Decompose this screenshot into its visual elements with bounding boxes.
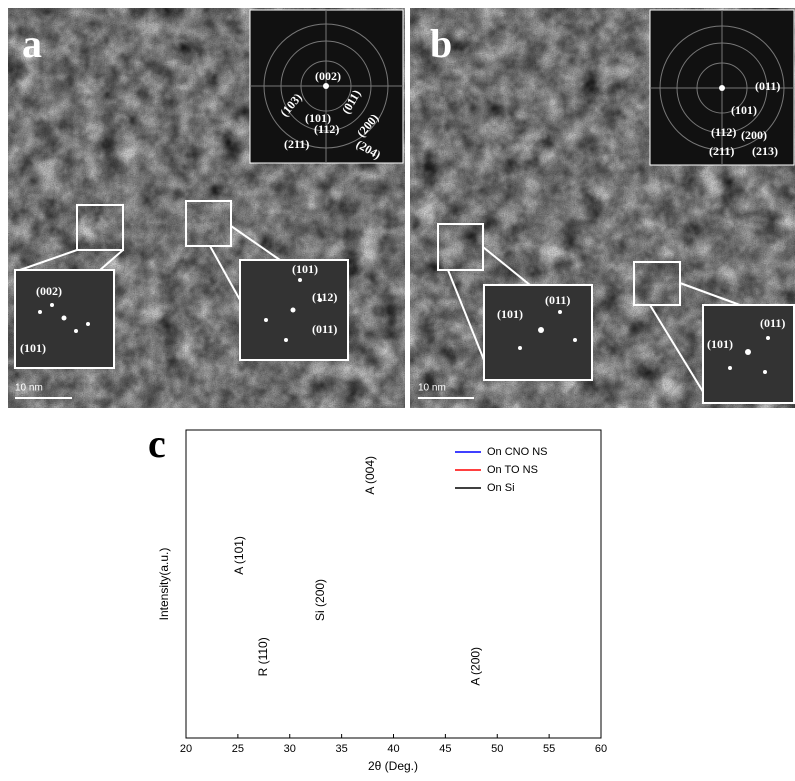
panel-b: b (011) (101) (112) (200) (211) (213) (1… <box>410 8 795 408</box>
fft-label: (211) <box>709 144 734 158</box>
peak-annotation: A (101) <box>232 536 246 575</box>
fft-label: (011) <box>755 79 780 93</box>
fft-center <box>323 83 329 89</box>
fft-label: (002) <box>315 69 341 83</box>
inset-label: (011) <box>312 322 337 336</box>
x-tick-label: 30 <box>284 743 296 755</box>
fft-label: (112) <box>314 122 339 136</box>
panel-label: a <box>22 21 42 66</box>
x-tick-label: 50 <box>491 743 503 755</box>
fft-inset-left <box>484 285 592 380</box>
x-tick-label: 40 <box>387 743 399 755</box>
inset-label: (101) <box>292 262 318 276</box>
peak-annotation: A (200) <box>469 647 483 686</box>
y-axis-label: Intensity(a.u.) <box>157 548 171 621</box>
inset-label: (011) <box>545 293 570 307</box>
panel-label: b <box>430 21 452 66</box>
x-tick-label: 60 <box>595 743 607 755</box>
legend-label: On TO NS <box>487 464 538 476</box>
scale-bar-label: 10 nm <box>15 383 43 394</box>
peak-annotation: R (110) <box>256 637 270 676</box>
inset-label: (011) <box>760 316 785 330</box>
x-tick-label: 55 <box>543 743 555 755</box>
panel-a: a (002) (103) (101) (011) (112) (200) (2… <box>8 8 405 408</box>
fft-label: (101) <box>731 103 757 117</box>
x-tick-label: 45 <box>439 743 451 755</box>
inset-label: (101) <box>497 307 523 321</box>
inset-label: (101) <box>707 337 733 351</box>
fft-center <box>719 85 725 91</box>
legend-label: On Si <box>487 482 515 494</box>
peak-annotation: Si (200) <box>313 579 327 621</box>
fft-label: (213) <box>752 144 778 158</box>
legend-label: On CNO NS <box>487 446 548 458</box>
figure: a (002) (103) (101) (011) (112) (200) (2… <box>0 0 795 776</box>
scale-bar-label: 10 nm <box>418 383 446 394</box>
fft-label: (112) <box>711 125 736 139</box>
x-tick-label: 35 <box>336 743 348 755</box>
inset-label: (002) <box>36 284 62 298</box>
fft-label: (200) <box>741 128 767 142</box>
inset-label: (101) <box>20 341 46 355</box>
x-axis-label: 2θ (Deg.) <box>368 759 418 773</box>
inset-label: (112) <box>312 290 337 304</box>
plot-frame <box>186 430 601 738</box>
panel-label: c <box>148 421 166 466</box>
fft-label: (211) <box>284 137 309 151</box>
peak-annotation: A (004) <box>363 456 377 495</box>
x-tick-label: 20 <box>180 743 192 755</box>
x-tick-label: 25 <box>232 743 244 755</box>
